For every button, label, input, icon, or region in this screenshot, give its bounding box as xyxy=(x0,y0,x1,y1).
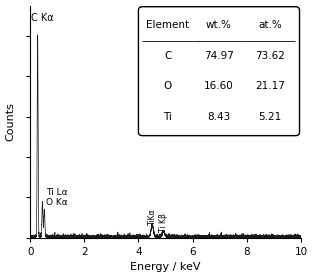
Text: Ti Lα: Ti Lα xyxy=(46,188,68,197)
Text: Ti Kβ: Ti Kβ xyxy=(159,213,168,232)
Text: TiKα: TiKα xyxy=(148,208,157,225)
Text: O Kα: O Kα xyxy=(46,198,68,207)
Y-axis label: Counts: Counts xyxy=(6,102,16,141)
Text: C Kα: C Kα xyxy=(32,13,54,23)
X-axis label: Energy / keV: Energy / keV xyxy=(130,262,201,272)
